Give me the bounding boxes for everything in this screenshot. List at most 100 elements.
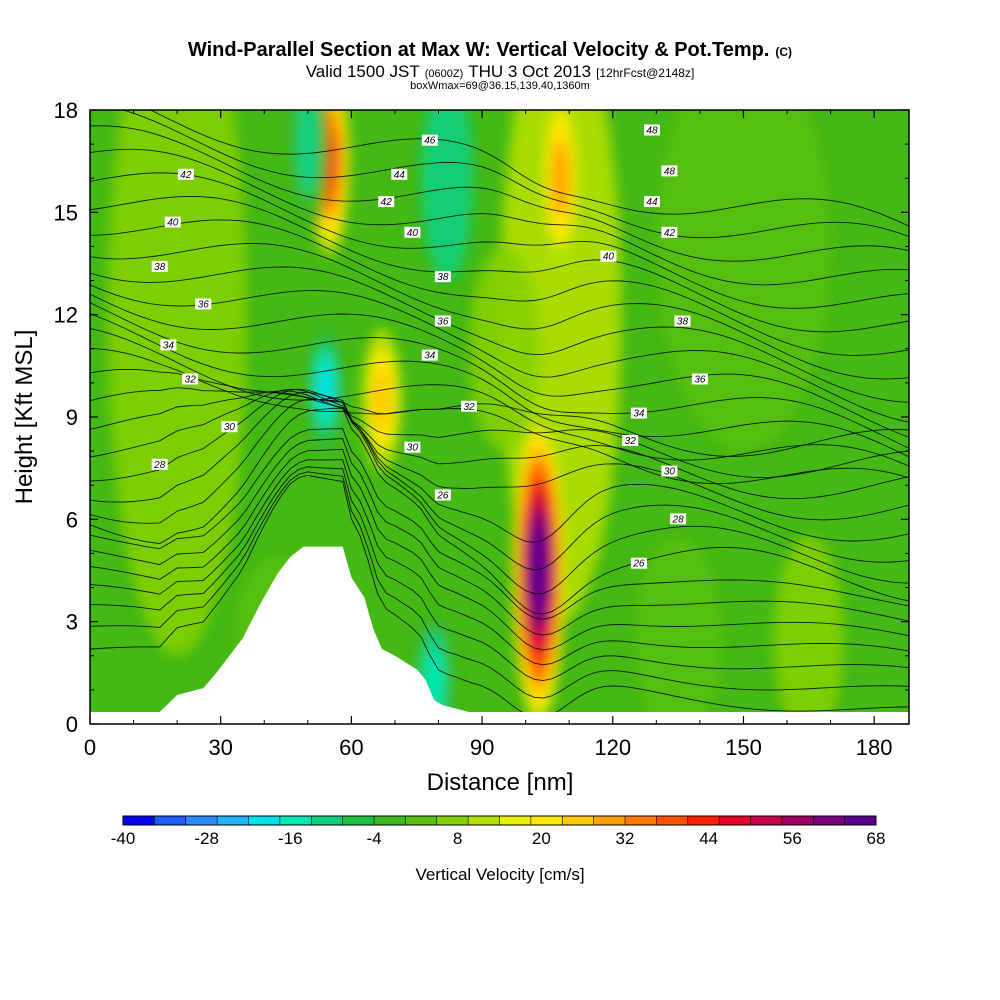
- svg-text:32: 32: [625, 436, 637, 447]
- isentrope-label: 40: [600, 250, 617, 263]
- isentrope-line: [90, 398, 909, 595]
- x-tick-label: 60: [339, 735, 363, 760]
- isentrope-label: 32: [622, 434, 639, 447]
- x-tick-label: 180: [856, 735, 893, 760]
- isentrope-label: 32: [182, 373, 199, 385]
- isentrope-label: 44: [391, 168, 408, 181]
- isentrope-line: [90, 474, 909, 718]
- w-feature-updraft-3: [540, 110, 581, 274]
- isentrope-line: [90, 459, 909, 666]
- colorbar-swatch: [687, 816, 720, 825]
- svg-text:30: 30: [407, 443, 419, 454]
- svg-text:34: 34: [163, 340, 175, 351]
- isentrope-line: [90, 313, 909, 458]
- svg-text:44: 44: [646, 197, 658, 208]
- isentrope-label: 36: [434, 315, 451, 327]
- colorbar-swatch: [311, 816, 344, 825]
- isentrope-label: 46: [421, 134, 438, 147]
- w-feature-downdraft-4: [305, 318, 346, 462]
- isentrope-label: 26: [630, 557, 647, 570]
- y-axis-label: Height [Kft MSL]: [11, 330, 38, 505]
- svg-text:Valid 1500 JST(0600Z)THU 3 Oct: Valid 1500 JST (0600Z) THU 3 Oct 2013 [12hr…: [306, 62, 695, 81]
- colorbar-swatch: [217, 816, 249, 825]
- isentrope-line: [90, 388, 909, 521]
- colorbar-swatch: [468, 816, 500, 825]
- isentrope-label: 48: [643, 124, 660, 136]
- colorbar-swatch: [719, 816, 751, 825]
- colorbar-swatch: [813, 816, 846, 825]
- isentrope-line: [90, 368, 909, 457]
- colorbar-swatch: [374, 816, 406, 825]
- colorbar-swatch: [342, 816, 375, 825]
- colorbar-swatch: [656, 816, 689, 825]
- isentrope-label: 36: [195, 298, 212, 310]
- isentrope-labels: 46 48 42 44 48 42 44 40 40 42 40 38 38 36 36 38 34 34 32 36…: [151, 124, 708, 570]
- svg-text:30: 30: [664, 467, 676, 478]
- colorbar-tick-label: 56: [783, 829, 802, 848]
- w-feature-updraft-0: [512, 417, 566, 724]
- svg-text:36: 36: [437, 316, 449, 327]
- colorbar-label: Vertical Velocity [cm/s]: [415, 865, 584, 884]
- isentrope-line: [90, 293, 909, 438]
- isentrope-line: [90, 466, 909, 682]
- colorbar-tick-label: 32: [616, 829, 635, 848]
- x-tick-label: 0: [84, 735, 96, 760]
- isentrope-label: 30: [661, 465, 678, 478]
- colorbar-tick-label: 44: [699, 829, 718, 848]
- isentrope-label: 36: [691, 373, 708, 385]
- colorbar-swatch: [154, 816, 187, 825]
- svg-text:32: 32: [185, 374, 197, 385]
- isentrope-line: [90, 219, 909, 356]
- colorbar-swatch: [185, 816, 218, 825]
- colorbar-tick-label: 68: [867, 829, 886, 848]
- svg-text:26: 26: [632, 559, 645, 570]
- svg-text:36: 36: [198, 299, 210, 310]
- svg-text:38: 38: [154, 262, 166, 273]
- x-tick-label: 90: [470, 735, 494, 760]
- isentrope-label: 40: [164, 216, 181, 229]
- w-contour-band: [552, 139, 569, 217]
- y-tick-label: 12: [54, 303, 78, 328]
- title-block: Wind-Parallel Section at Max W: Vertical…: [188, 39, 792, 92]
- svg-text:38: 38: [677, 316, 689, 327]
- subtitle-utc: (0600Z): [425, 68, 464, 80]
- y-tick-label: 6: [66, 507, 78, 532]
- colorbar-swatch: [279, 816, 312, 825]
- svg-text:Wind-Parallel Section at Max W: Wind-Parallel Section at Max W: Vertical…: [188, 39, 792, 61]
- colorbar-tick-label: -16: [278, 829, 303, 848]
- isentrope-label: 42: [378, 196, 395, 208]
- svg-text:30: 30: [224, 422, 236, 433]
- subtitle-forecast: [12hrFcst@2148z]: [596, 66, 694, 80]
- colorbar-tick-label: 20: [532, 829, 551, 848]
- vertical-velocity-field: [107, 110, 844, 724]
- isentrope-line: [90, 266, 909, 403]
- svg-text:42: 42: [180, 170, 192, 181]
- isentrope-line: [90, 428, 909, 620]
- isentrope-label: 40: [404, 226, 421, 239]
- isentrope-label: 28: [670, 513, 687, 525]
- colorbar-tick-label: -28: [194, 829, 219, 848]
- colorbar-swatch: [248, 816, 281, 825]
- x-tick-label: 120: [594, 735, 631, 760]
- title-mark: (C): [775, 45, 792, 59]
- isentrope-line: [90, 391, 909, 571]
- svg-text:38: 38: [437, 272, 449, 283]
- y-tick-label: 0: [66, 712, 78, 737]
- isentrope-label: 38: [434, 271, 451, 283]
- colorbar-tick-label: -40: [111, 829, 136, 848]
- isentrope-label: 26: [434, 489, 451, 501]
- svg-text:32: 32: [463, 402, 475, 413]
- svg-text:28: 28: [672, 514, 685, 525]
- colorbar-swatch: [123, 816, 155, 825]
- isentrope-line: [90, 195, 909, 333]
- y-tick-label: 9: [66, 405, 78, 430]
- svg-text:46: 46: [424, 136, 436, 147]
- svg-text:28: 28: [153, 460, 166, 471]
- x-axis: 0 30 60 90 120 150 180: [84, 110, 893, 760]
- svg-text:48: 48: [646, 125, 658, 136]
- subtitle-date: THU 3 Oct 2013: [468, 62, 591, 81]
- svg-text:44: 44: [394, 170, 406, 181]
- svg-text:48: 48: [664, 166, 676, 177]
- isentrope-line: [90, 390, 909, 500]
